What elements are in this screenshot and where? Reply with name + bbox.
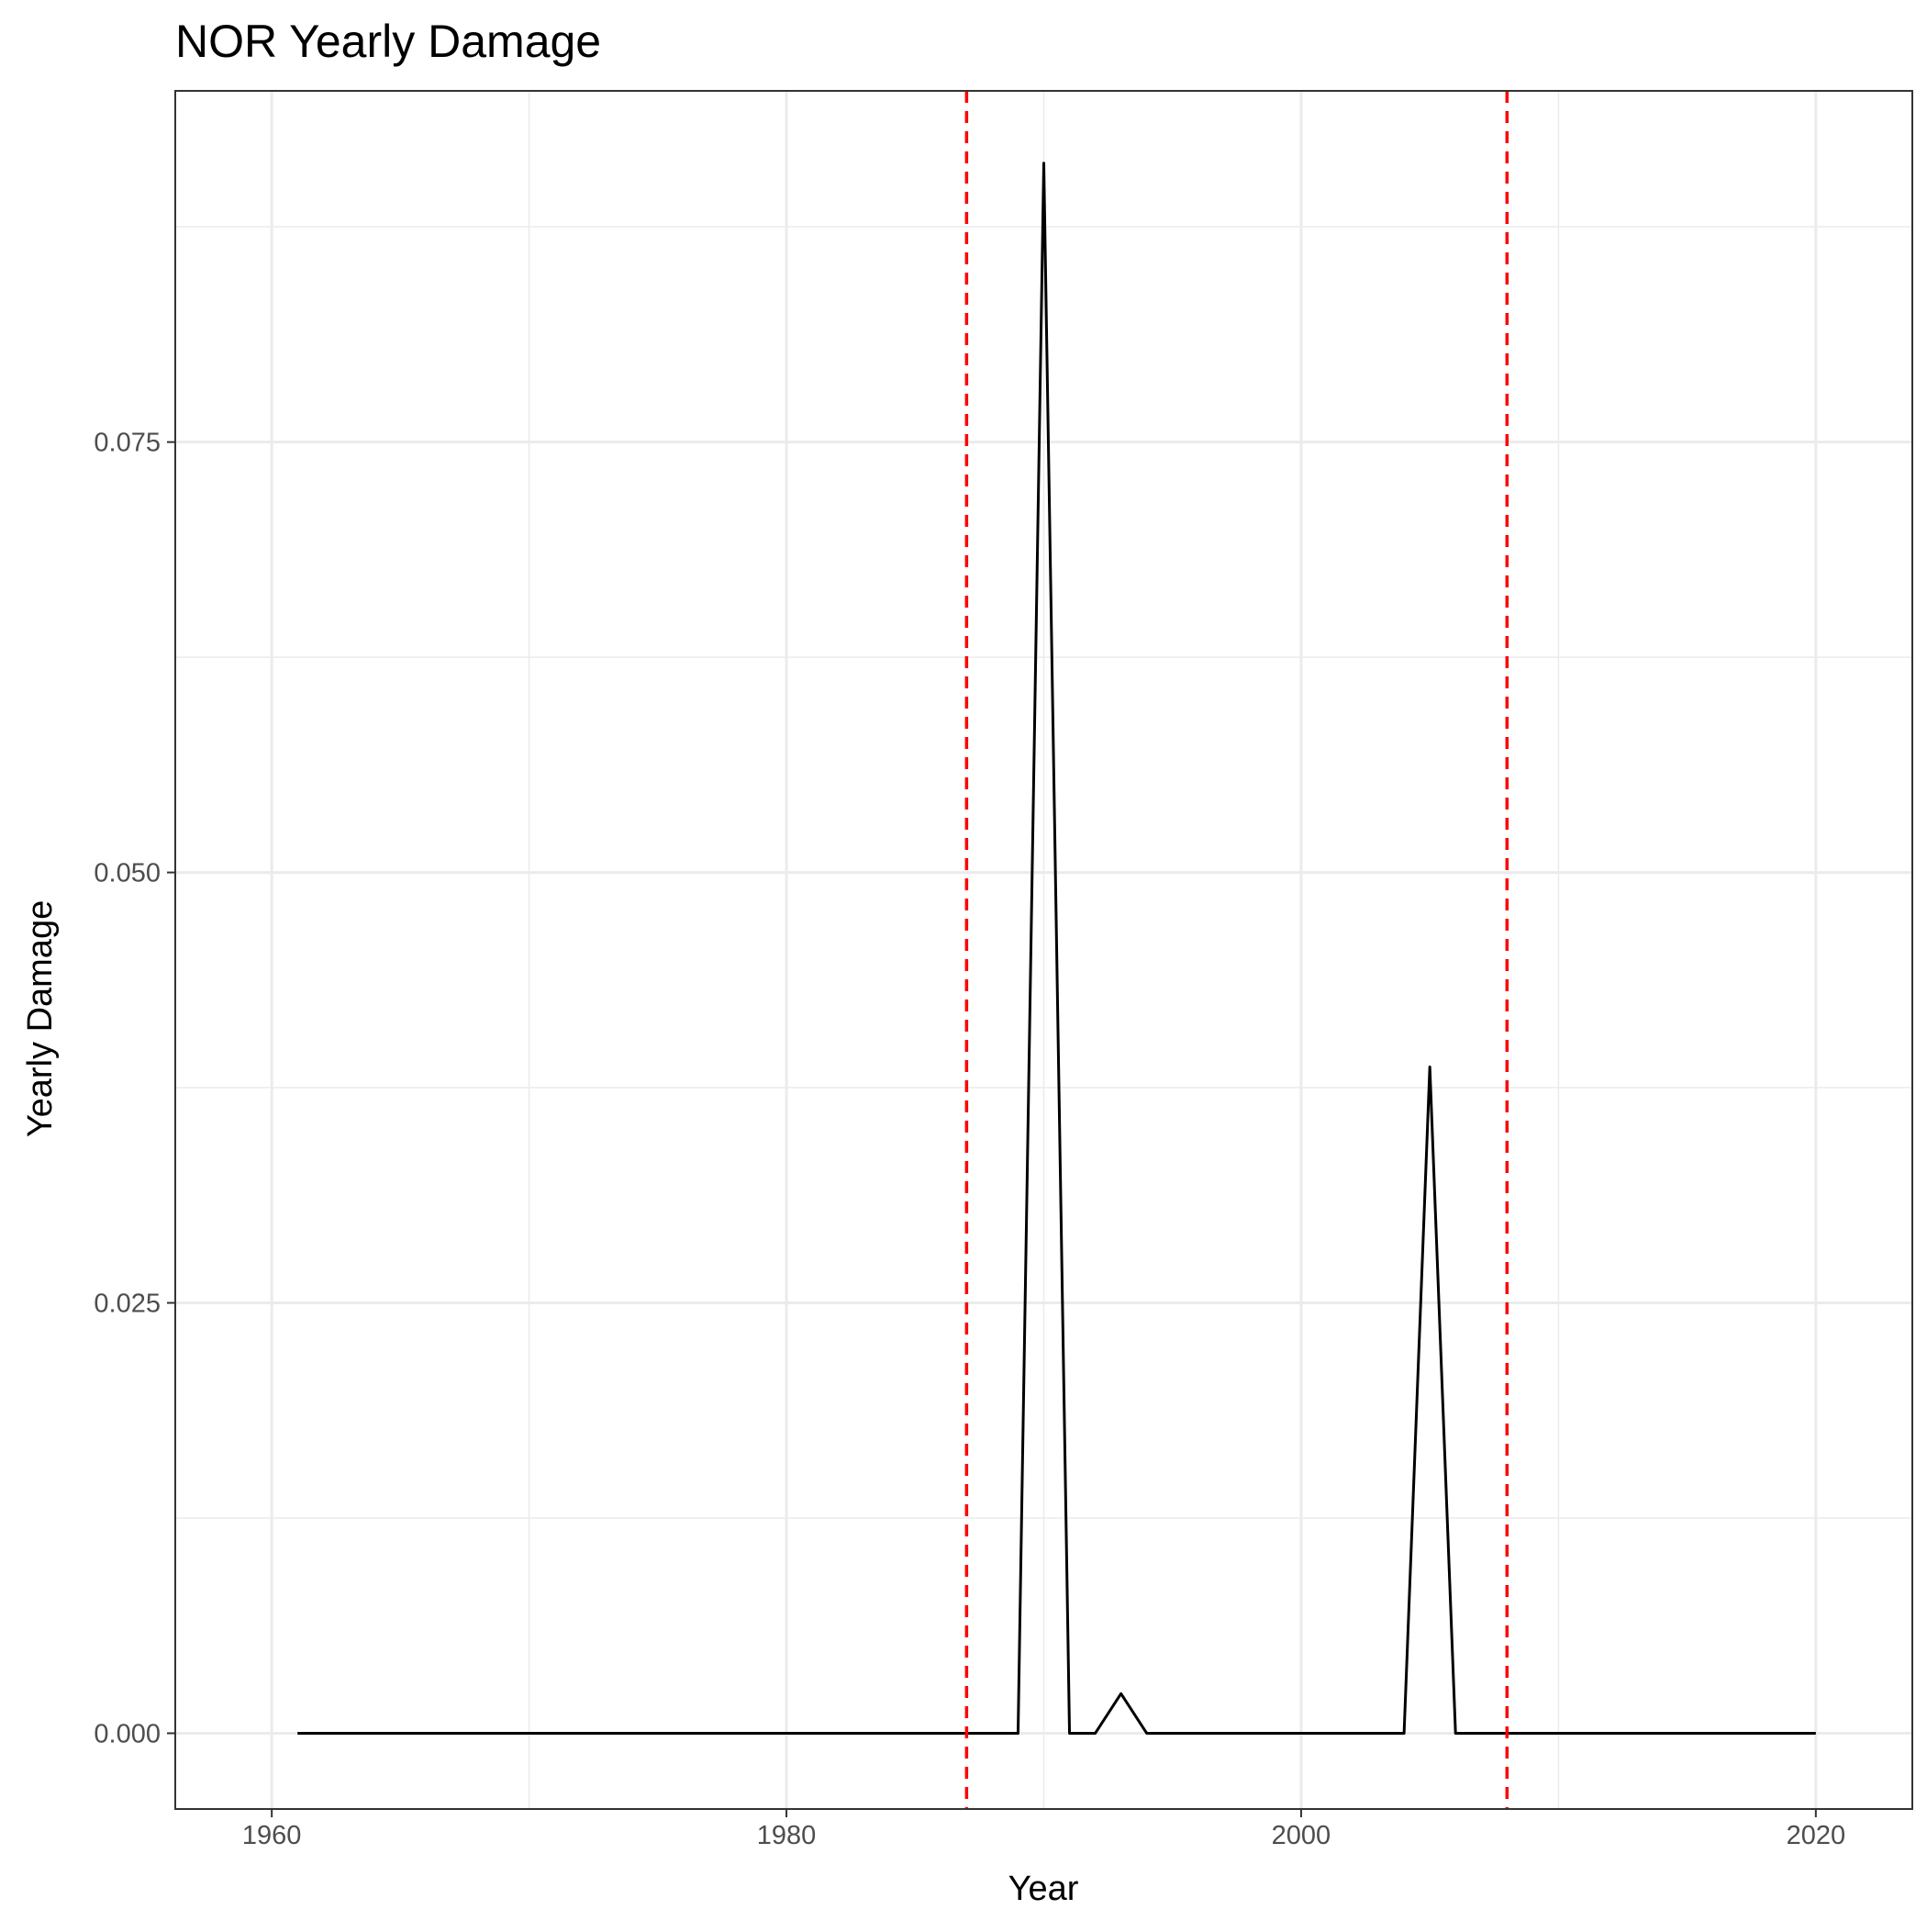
x-tick-label: 1980 [757, 1821, 817, 1850]
data-point-peak [1120, 1693, 1121, 1694]
y-tick-label: 0.025 [94, 1290, 161, 1319]
chart-title: NOR Yearly Damage [175, 16, 601, 67]
x-axis-title: Year [1008, 1870, 1079, 1908]
y-axis-title: Yearly Damage [21, 900, 60, 1137]
series-line-0 [297, 162, 1816, 1735]
plot-area [297, 91, 1816, 1809]
panel-border [174, 90, 1913, 1810]
x-tick-label: 1960 [242, 1821, 302, 1850]
x-tick-label: 2000 [1272, 1821, 1331, 1850]
x-tick-label: 2020 [1787, 1821, 1846, 1850]
y-tick-label: 0.050 [94, 859, 161, 888]
axes: 1960 1980 2000 2020 0.000 0.025 0.050 0.075 [94, 429, 1845, 1850]
y-tick-label: 0.000 [94, 1719, 161, 1748]
data-point-peak [1043, 162, 1044, 163]
y-tick-label: 0.075 [94, 429, 161, 458]
